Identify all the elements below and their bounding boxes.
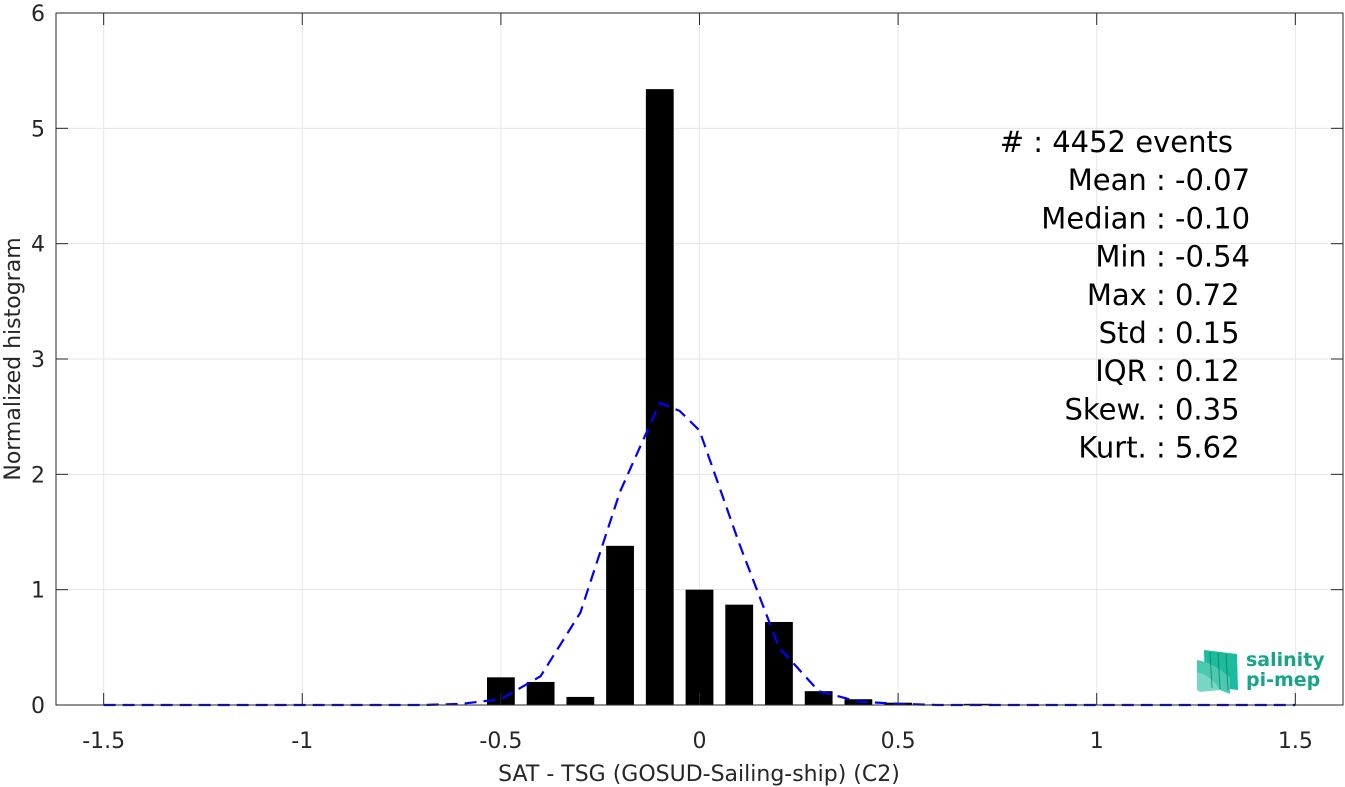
stat-line: Max : 0.72: [1087, 278, 1240, 312]
stat-line: IQR : 0.12: [1095, 354, 1239, 388]
stat-line: Std : 0.15: [1099, 316, 1240, 350]
histogram-bar: [765, 621, 793, 705]
y-tick-label: 2: [31, 463, 45, 488]
y-tick-labels: 0 1 2 3 4 5 6: [31, 2, 45, 719]
y-tick-label: 5: [31, 117, 45, 142]
y-tick-label: 0: [31, 694, 45, 719]
histogram-bar: [725, 604, 754, 705]
histogram-bar: [645, 89, 674, 706]
x-tick-label: -0.5: [479, 729, 522, 754]
stats-box: # : 4452 events Mean : -0.07 Median : -0.1…: [1000, 125, 1250, 465]
histogram-bar: [685, 589, 714, 705]
histogram-bar: [566, 696, 595, 705]
logo-line1: salinity: [1246, 649, 1325, 671]
y-tick-label: 3: [31, 348, 45, 373]
salinity-pi-mep-logo: salinity pi-mep: [1197, 649, 1325, 694]
histogram-bar: [804, 691, 833, 705]
histogram-bar: [606, 545, 634, 705]
x-tick-labels: -1.5 -1 -0.5 0 0.5 1 1.5: [82, 729, 1313, 754]
x-tick-label: 0.5: [881, 729, 916, 754]
ticks: [56, 12, 1343, 706]
x-tick-label: 1: [1090, 729, 1104, 754]
x-tick-label: 0: [693, 729, 707, 754]
y-tick-label: 6: [31, 2, 45, 27]
histogram-bar: [526, 681, 555, 705]
stat-line: # : 4452 events: [1000, 125, 1233, 159]
stat-line: Mean : -0.07: [1068, 163, 1250, 197]
logo-line2: pi-mep: [1246, 669, 1320, 691]
x-axis-label: SAT - TSG (GOSUD-Sailing-ship) (C2): [498, 762, 900, 787]
wave-logo-icon: [1197, 650, 1238, 694]
y-tick-label: 1: [31, 579, 45, 604]
y-tick-label: 4: [31, 233, 45, 258]
stat-line: Min : -0.54: [1095, 240, 1250, 274]
x-tick-label: 1.5: [1278, 729, 1313, 754]
stat-line: Skew. : 0.35: [1064, 392, 1239, 426]
y-axis-label: Normalized histogram: [1, 237, 26, 480]
stat-line: Median : -0.10: [1041, 201, 1250, 235]
stat-line: Kurt. : 5.62: [1078, 431, 1239, 465]
x-tick-label: -1.5: [82, 729, 125, 754]
x-tick-label: -1: [291, 729, 313, 754]
